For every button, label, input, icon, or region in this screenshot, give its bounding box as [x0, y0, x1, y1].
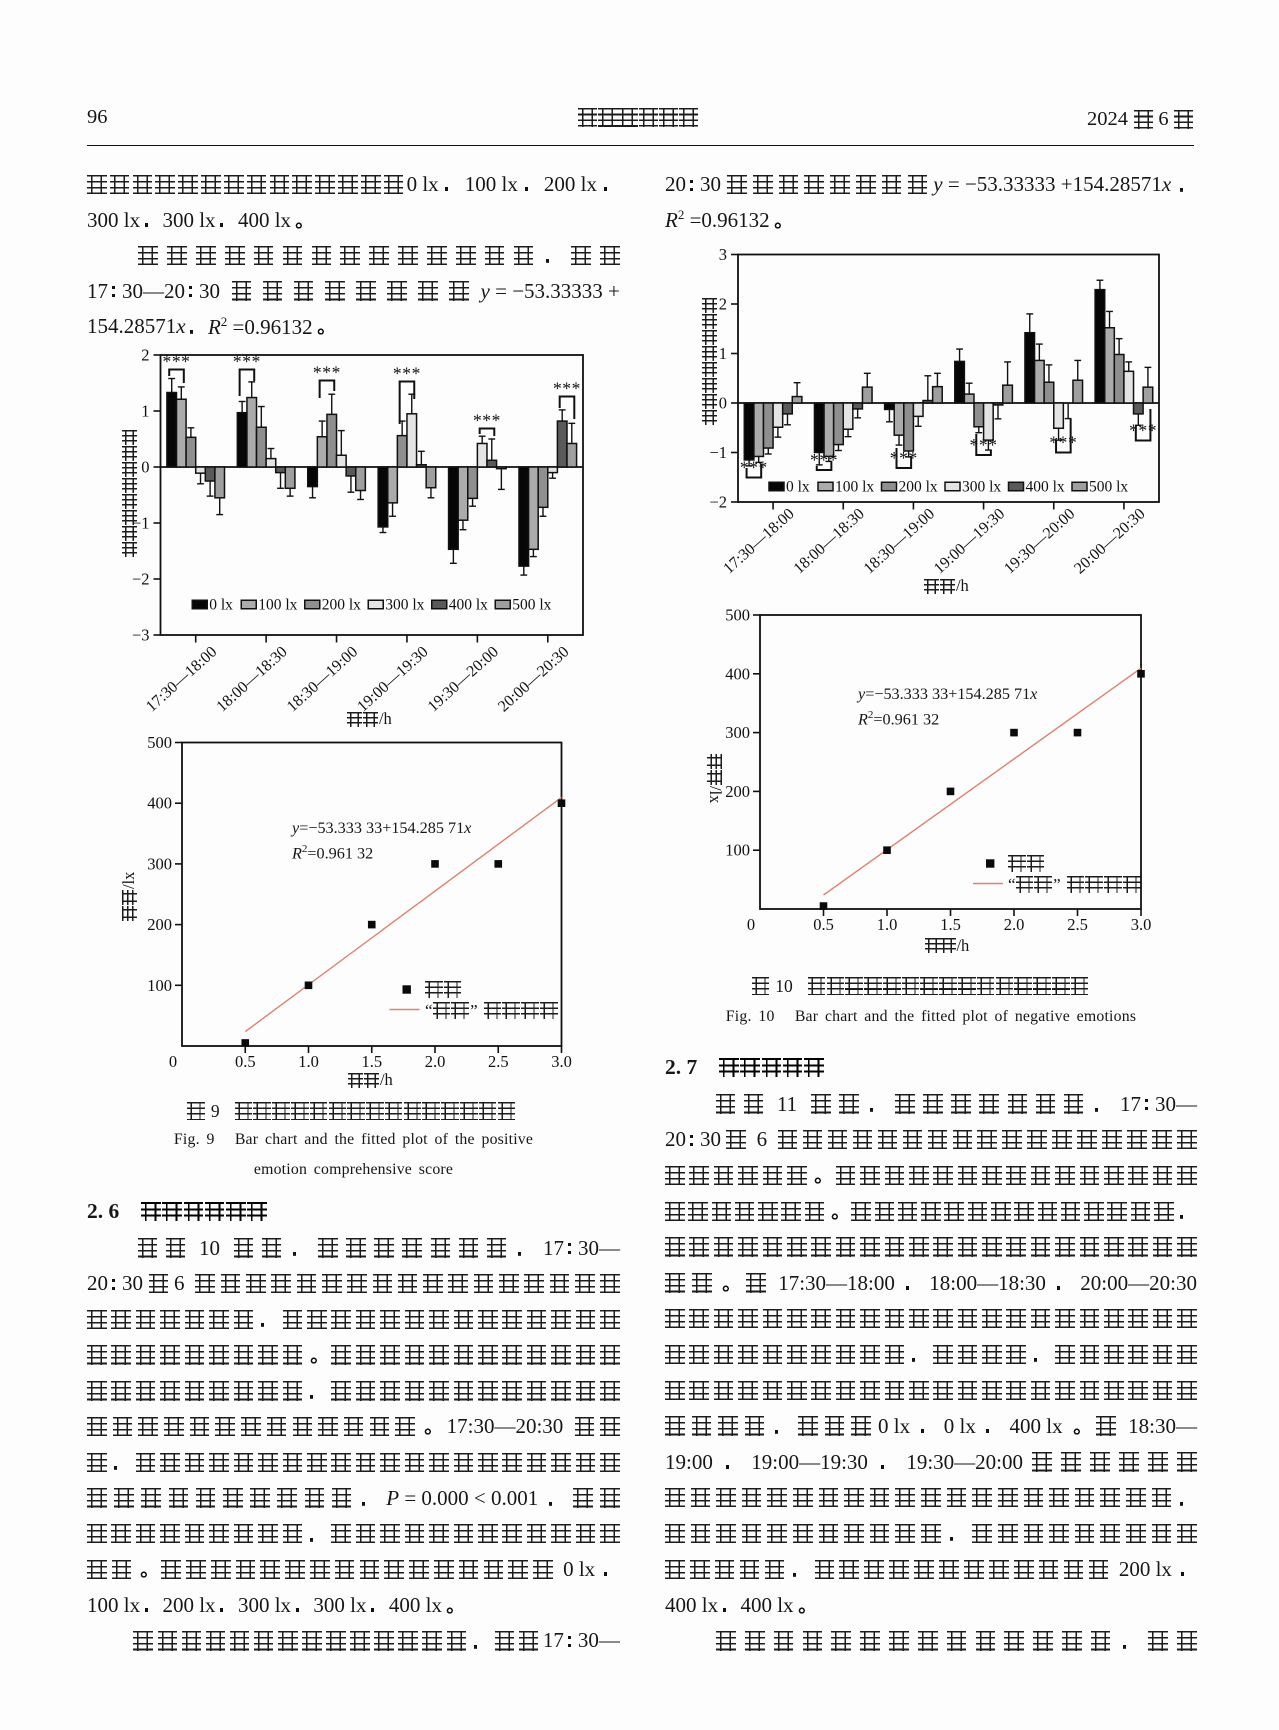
svg-text:20:00—20:30: 20:00—20:30: [1071, 505, 1148, 577]
svg-text:***: ***: [553, 379, 581, 399]
svg-text:500 lx: 500 lx: [1089, 479, 1128, 496]
svg-text:500: 500: [725, 606, 750, 625]
svg-text:300 lx: 300 lx: [385, 597, 424, 614]
svg-text:19:00—19:30: 19:00—19:30: [931, 505, 1008, 577]
svg-text:400 lx: 400 lx: [1026, 479, 1065, 496]
svg-text:19:30—20:00: 19:30—20:00: [1001, 505, 1078, 577]
svg-text:17:30—18:00: 17:30—18:00: [143, 643, 220, 715]
svg-text:100: 100: [147, 976, 172, 995]
svg-text:3: 3: [719, 245, 727, 264]
svg-text:***: ***: [810, 450, 838, 470]
svg-text:2: 2: [141, 346, 149, 365]
svg-text:100: 100: [725, 841, 750, 860]
svg-text:18:00—18:30: 18:00—18:30: [213, 643, 290, 715]
svg-text:19:30—20:00: 19:30—20:00: [425, 643, 502, 715]
svg-text:100 lx: 100 lx: [258, 597, 297, 614]
svg-text:18:00—18:30: 18:00—18:30: [790, 505, 867, 577]
svg-text:500 lx: 500 lx: [512, 597, 551, 614]
svg-text:300: 300: [147, 854, 172, 873]
svg-text:−1: −1: [709, 443, 727, 462]
svg-text:1.0: 1.0: [877, 915, 898, 934]
svg-text:19:00—19:30: 19:00—19:30: [354, 643, 431, 715]
svg-text:200: 200: [147, 915, 172, 934]
svg-text:***: ***: [970, 435, 998, 455]
svg-text:0 lx: 0 lx: [786, 479, 810, 496]
svg-text:***: ***: [393, 364, 421, 384]
svg-text:0.5: 0.5: [813, 915, 834, 934]
svg-text:18:30—19:00: 18:30—19:00: [861, 505, 938, 577]
svg-text:***: ***: [313, 363, 341, 383]
svg-text:17:30—18:00: 17:30—18:00: [720, 505, 797, 577]
svg-text:2.0: 2.0: [425, 1052, 446, 1071]
svg-text:1: 1: [719, 344, 727, 363]
svg-text:0 lx: 0 lx: [209, 597, 233, 614]
svg-text:2: 2: [719, 295, 727, 314]
svg-text:400: 400: [147, 794, 172, 813]
svg-text:500: 500: [147, 733, 172, 752]
svg-text:***: ***: [233, 352, 261, 372]
svg-text:2.5: 2.5: [488, 1052, 509, 1071]
svg-text:300 lx: 300 lx: [962, 479, 1001, 496]
svg-text:***: ***: [473, 411, 501, 431]
svg-text:300: 300: [725, 723, 750, 742]
svg-text:0: 0: [141, 458, 149, 477]
svg-text:2.0: 2.0: [1004, 915, 1025, 934]
svg-text:3.0: 3.0: [551, 1052, 572, 1071]
svg-text:100 lx: 100 lx: [835, 479, 874, 496]
svg-text:20:00—20:30: 20:00—20:30: [495, 643, 572, 715]
svg-text:1: 1: [141, 402, 149, 421]
svg-text:−1: −1: [132, 514, 150, 533]
svg-text:400 lx: 400 lx: [449, 597, 488, 614]
svg-text:***: ***: [890, 448, 918, 468]
svg-text:1.0: 1.0: [298, 1052, 319, 1071]
svg-text:0.5: 0.5: [235, 1052, 256, 1071]
svg-text:1.5: 1.5: [940, 915, 961, 934]
svg-text:2.5: 2.5: [1067, 915, 1088, 934]
svg-text:0: 0: [747, 915, 755, 934]
svg-text:3.0: 3.0: [1131, 915, 1152, 934]
svg-text:−3: −3: [132, 626, 150, 645]
svg-text:***: ***: [1049, 433, 1077, 453]
svg-text:0: 0: [719, 394, 727, 413]
svg-text:***: ***: [162, 352, 190, 372]
svg-text:−2: −2: [709, 493, 727, 512]
svg-text:200 lx: 200 lx: [322, 597, 361, 614]
svg-text:400: 400: [725, 664, 750, 683]
svg-text:−2: −2: [132, 570, 150, 589]
svg-text:0: 0: [169, 1052, 177, 1071]
svg-text:200 lx: 200 lx: [899, 479, 938, 496]
svg-text:1.5: 1.5: [361, 1052, 382, 1071]
svg-text:***: ***: [740, 458, 768, 478]
svg-text:200: 200: [725, 782, 750, 801]
svg-text:***: ***: [1129, 421, 1157, 441]
svg-text:18:30—19:00: 18:30—19:00: [284, 643, 361, 715]
